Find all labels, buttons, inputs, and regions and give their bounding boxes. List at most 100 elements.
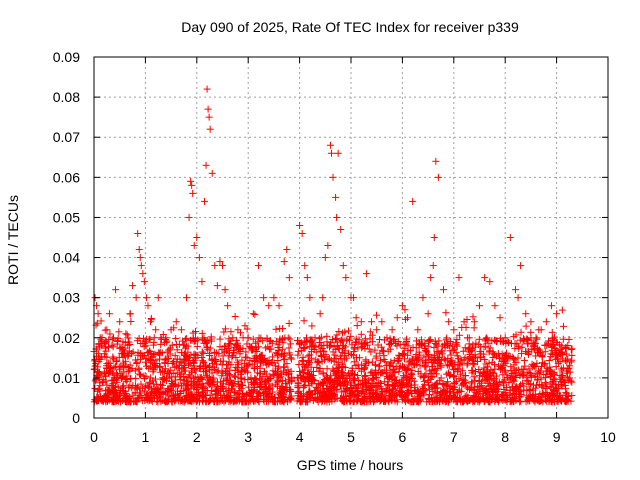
- data-point: [234, 366, 242, 374]
- data-point: [420, 377, 428, 385]
- data-point: [213, 368, 221, 376]
- data-point: [102, 391, 110, 399]
- data-point: [255, 343, 263, 351]
- data-point: [440, 286, 448, 294]
- data-point: [236, 350, 244, 358]
- data-point: [103, 326, 111, 334]
- data-point: [278, 389, 286, 397]
- data-point: [231, 313, 239, 321]
- data-point: [263, 361, 271, 369]
- data-point: [334, 149, 342, 157]
- data-point: [134, 229, 142, 237]
- data-point: [209, 360, 217, 368]
- data-point: [190, 350, 198, 358]
- data-point: [260, 380, 268, 388]
- x-tick-label: 4: [296, 429, 304, 445]
- data-point: [202, 398, 210, 406]
- data-point: [151, 361, 159, 369]
- data-point: [205, 113, 213, 121]
- data-point: [450, 326, 458, 334]
- data-point: [103, 390, 111, 398]
- data-point: [274, 357, 282, 365]
- data-point: [316, 338, 324, 346]
- data-point: [262, 389, 270, 397]
- data-point: [285, 375, 293, 383]
- data-point: [250, 383, 258, 391]
- data-point: [157, 397, 165, 405]
- data-point: [254, 262, 262, 270]
- x-tick-label: 1: [142, 429, 150, 445]
- data-point: [132, 294, 140, 302]
- data-point: [120, 361, 128, 369]
- data-point: [281, 355, 289, 363]
- data-point: [331, 351, 339, 359]
- data-point: [287, 394, 295, 402]
- data-point: [114, 374, 122, 382]
- data-point: [183, 381, 191, 389]
- data-point: [171, 364, 179, 372]
- data-point: [119, 353, 127, 361]
- x-axis-label: GPS time / hours: [297, 457, 404, 473]
- data-point: [183, 355, 191, 363]
- data-point: [208, 169, 216, 177]
- data-point: [185, 213, 193, 221]
- data-point: [337, 225, 345, 233]
- data-point: [235, 360, 243, 368]
- data-point: [353, 322, 361, 330]
- data-point: [149, 377, 157, 385]
- y-tick-label: 0.09: [53, 49, 80, 65]
- data-point: [252, 376, 260, 384]
- data-point: [445, 318, 453, 326]
- data-point: [181, 376, 189, 384]
- data-point: [175, 340, 183, 348]
- data-point: [230, 349, 238, 357]
- data-point: [568, 391, 576, 399]
- data-point: [137, 389, 145, 397]
- data-point: [286, 335, 294, 343]
- data-point: [205, 352, 213, 360]
- data-point: [157, 340, 165, 348]
- data-point: [158, 381, 166, 389]
- data-point: [257, 352, 265, 360]
- data-point: [119, 338, 127, 346]
- data-point: [279, 339, 287, 347]
- data-point: [266, 375, 274, 383]
- data-point: [371, 346, 379, 354]
- data-point: [168, 377, 176, 385]
- data-point: [278, 383, 286, 391]
- data-point: [183, 294, 191, 302]
- data-point: [496, 314, 504, 322]
- data-point: [239, 389, 247, 397]
- data-point: [194, 373, 202, 381]
- data-point: [333, 213, 341, 221]
- data-point: [207, 396, 215, 404]
- data-point: [137, 380, 145, 388]
- data-point: [323, 332, 331, 340]
- data-point: [203, 344, 211, 352]
- data-point: [247, 344, 255, 352]
- data-point: [319, 294, 327, 302]
- data-point: [210, 356, 218, 364]
- data-point: [541, 341, 549, 349]
- data-point: [278, 377, 286, 385]
- data-point: [99, 398, 107, 406]
- data-point: [247, 374, 255, 382]
- data-point: [192, 367, 200, 375]
- data-point: [224, 393, 232, 401]
- data-point: [491, 302, 499, 310]
- data-point: [283, 246, 291, 254]
- data-point: [118, 349, 126, 357]
- data-point: [91, 377, 99, 385]
- data-point: [373, 326, 381, 334]
- data-point: [124, 334, 132, 342]
- data-point: [237, 381, 245, 389]
- data-point: [164, 396, 172, 404]
- data-point: [94, 310, 102, 318]
- data-point: [463, 361, 471, 369]
- data-point: [95, 358, 103, 366]
- y-tick-label: 0.02: [53, 330, 80, 346]
- data-point: [306, 351, 314, 359]
- data-point: [188, 391, 196, 399]
- data-point: [255, 390, 263, 398]
- data-point: [212, 393, 220, 401]
